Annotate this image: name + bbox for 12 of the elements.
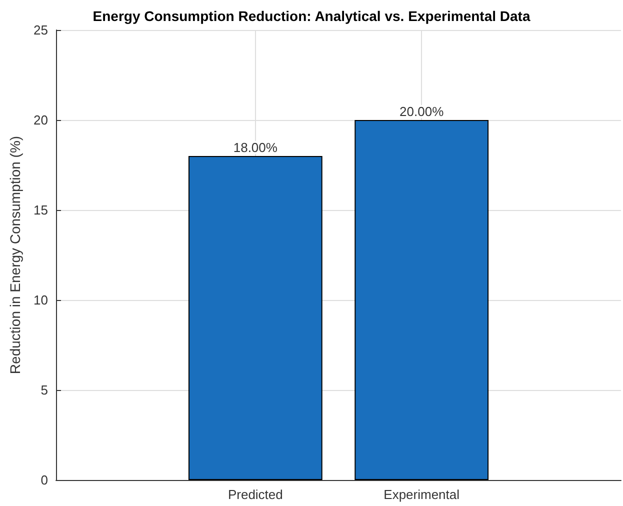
y-tick-label: 5 (40, 382, 48, 398)
chart-title: Energy Consumption Reduction: Analytical vs. Experimental Data (92, 8, 530, 24)
y-tick-label: 10 (34, 292, 48, 308)
y-tick-label: 15 (34, 202, 48, 218)
y-tick-label: 25 (34, 22, 48, 38)
x-tick-label: Experimental (384, 487, 460, 502)
data-label: 18.00% (233, 140, 278, 155)
y-tick-label: 20 (34, 112, 48, 128)
data-label: 20.00% (400, 104, 444, 119)
y-axis-title: Reduction in Energy Consumption (%) (7, 136, 23, 374)
x-tick-label: Predicted (228, 487, 283, 502)
y-tick-label: 0 (40, 472, 48, 488)
